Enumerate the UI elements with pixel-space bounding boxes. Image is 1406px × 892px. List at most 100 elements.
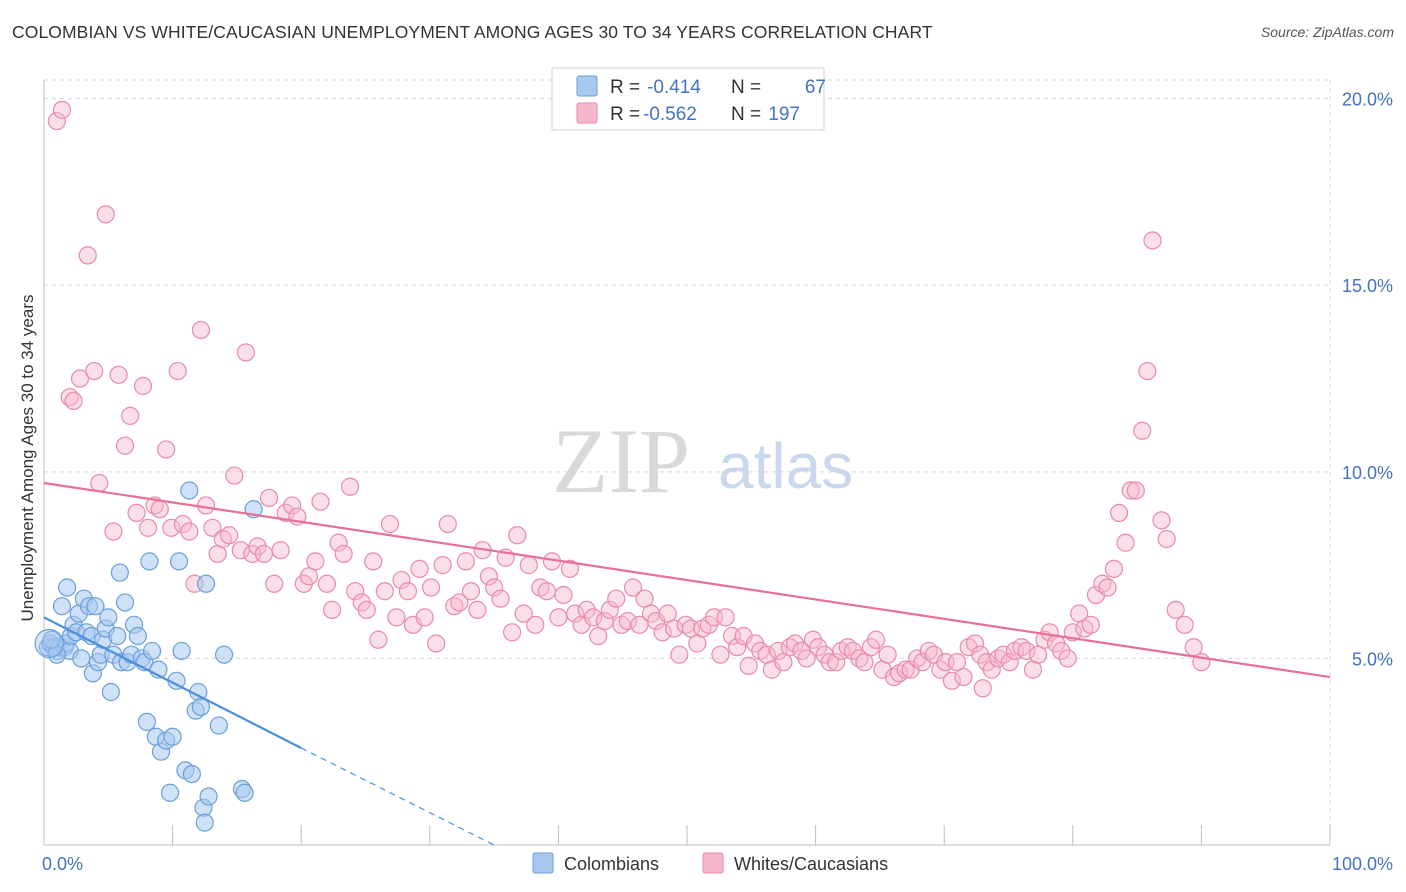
white-point	[468, 600, 487, 620]
white-point	[600, 600, 619, 620]
colombian-point	[128, 626, 147, 646]
y-tick-label: 5.0%	[1352, 649, 1393, 669]
white-point	[90, 473, 109, 493]
white-point	[357, 600, 376, 620]
colombian-point	[137, 712, 156, 731]
series-whites-points	[47, 100, 1211, 698]
white-point	[1017, 641, 1036, 661]
x-tick-labels: 0.0% 100.0%	[42, 854, 1393, 874]
legend-swatch-whites	[576, 102, 598, 124]
trendlines	[43, 481, 1331, 846]
white-point	[259, 488, 279, 508]
series-colombians-points	[34, 481, 263, 832]
white-point	[306, 552, 325, 571]
white-point	[1040, 623, 1059, 642]
white-point	[346, 582, 365, 601]
white-point	[820, 653, 839, 672]
white-point	[329, 533, 348, 552]
white-point	[410, 559, 429, 578]
white-point	[1152, 511, 1171, 530]
white-point	[380, 514, 400, 534]
white-point	[965, 634, 985, 653]
colombians-trendline-extension	[300, 747, 495, 846]
colombian-point	[169, 552, 189, 571]
white-point	[96, 205, 115, 224]
x-tick-label-max: 100.0%	[1332, 854, 1393, 874]
white-point	[519, 556, 538, 575]
legend-n-label-whites: N =	[731, 104, 761, 125]
white-point	[52, 100, 72, 119]
white-point	[785, 634, 805, 653]
white-point	[1121, 481, 1140, 500]
colombian-point	[214, 645, 234, 664]
colombians-trendline	[43, 616, 302, 749]
white-point	[70, 369, 90, 388]
white-point	[340, 477, 360, 496]
colombian-point	[172, 641, 191, 661]
x-tick-label-min: 0.0%	[42, 854, 83, 874]
source-note: Source: ZipAtlas.com	[1260, 24, 1394, 40]
white-point	[769, 641, 788, 661]
white-point	[623, 578, 643, 597]
white-point	[150, 500, 169, 519]
axes	[43, 80, 1331, 846]
colombian-point	[52, 597, 72, 616]
white-point	[554, 585, 573, 605]
white-point	[322, 600, 342, 620]
white-point	[369, 630, 388, 649]
white-point	[203, 518, 222, 537]
white-point	[973, 679, 992, 698]
white-point	[549, 608, 568, 627]
white-point	[1081, 615, 1100, 634]
series-legend: Colombians Whites/Caucasians	[532, 852, 888, 874]
white-point	[537, 582, 556, 601]
colombian-point	[110, 563, 129, 582]
watermark: ZIP atlas	[552, 410, 853, 512]
white-point	[728, 638, 747, 657]
white-point	[139, 518, 158, 537]
white-point	[716, 608, 735, 627]
white-point	[85, 361, 104, 381]
white-point	[508, 526, 527, 545]
white-point	[560, 559, 580, 578]
colombian-point	[235, 783, 254, 802]
legend-n-label-colombians: N =	[731, 77, 761, 98]
y-tick-label: 20.0%	[1342, 90, 1393, 110]
colombian-point	[101, 682, 120, 702]
white-point	[491, 589, 510, 608]
white-point	[1052, 641, 1071, 661]
white-point	[387, 608, 406, 627]
white-point	[1184, 638, 1203, 657]
white-point	[311, 492, 330, 511]
white-point	[982, 660, 1001, 679]
white-point	[514, 604, 533, 623]
white-point	[843, 641, 862, 661]
white-point	[427, 634, 446, 653]
colombian-point	[142, 641, 162, 661]
white-point	[485, 578, 504, 597]
colombian-point	[191, 697, 210, 717]
white-point	[283, 496, 302, 515]
white-point	[433, 556, 452, 575]
white-point	[607, 589, 626, 608]
legend-r-value-colombians: -0.414	[647, 77, 701, 98]
white-point	[653, 623, 672, 642]
white-point	[711, 645, 730, 664]
white-point	[162, 518, 181, 537]
white-point	[392, 570, 411, 590]
white-point	[398, 582, 418, 601]
white-point	[1138, 361, 1157, 381]
white-point	[1104, 559, 1124, 578]
white-point	[375, 582, 394, 601]
white-point	[236, 343, 256, 362]
white-point	[104, 522, 123, 541]
white-point	[1157, 529, 1176, 549]
white-point	[271, 541, 290, 560]
white-point	[797, 649, 816, 668]
white-point	[78, 246, 97, 265]
white-point	[1000, 653, 1019, 672]
white-point	[1098, 578, 1117, 597]
white-point	[1058, 649, 1077, 668]
white-point	[1116, 533, 1135, 552]
